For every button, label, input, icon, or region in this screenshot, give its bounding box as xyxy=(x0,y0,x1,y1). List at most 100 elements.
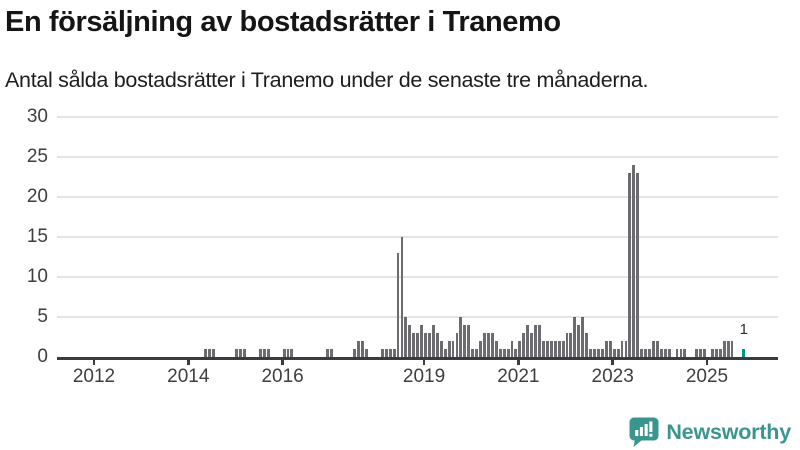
x-axis-tick-label: 2019 xyxy=(402,366,446,387)
bar xyxy=(632,165,636,357)
bar xyxy=(620,341,624,357)
bar xyxy=(726,341,730,357)
bar xyxy=(235,349,239,357)
bar xyxy=(667,349,671,357)
bar xyxy=(361,341,365,357)
bar xyxy=(600,349,604,357)
bar xyxy=(431,325,435,357)
gridline-y-30 xyxy=(57,116,778,118)
bar xyxy=(486,333,490,357)
gridline-y-10 xyxy=(57,276,778,278)
x-axis-tick xyxy=(422,359,426,365)
x-axis-tick xyxy=(611,359,614,365)
x-axis-tick xyxy=(187,359,190,365)
bar xyxy=(510,341,514,357)
bar xyxy=(396,253,400,357)
bar xyxy=(518,341,522,357)
bar xyxy=(644,349,648,357)
y-axis-tick-label: 15 xyxy=(26,226,48,247)
bar xyxy=(541,341,545,357)
bar xyxy=(640,349,644,357)
y-axis-tick-label: 10 xyxy=(26,266,48,287)
bar xyxy=(608,341,612,357)
bar xyxy=(624,341,628,357)
bar xyxy=(243,349,247,357)
gridline-y-5 xyxy=(57,316,778,318)
bar xyxy=(483,333,486,357)
bar xyxy=(439,341,443,357)
bar xyxy=(400,237,404,357)
y-axis-tick-label: 25 xyxy=(26,146,48,167)
bar xyxy=(616,349,620,357)
bar xyxy=(648,349,651,357)
newsworthy-wordmark: Newsworthy xyxy=(666,420,791,444)
x-axis-tick-label: 2016 xyxy=(261,366,304,387)
x-axis-tick-label: 2023 xyxy=(591,366,634,387)
bar xyxy=(329,349,333,357)
x-axis-line xyxy=(57,356,778,360)
bar xyxy=(290,349,294,357)
y-axis-tick-label: 0 xyxy=(37,346,48,367)
bar xyxy=(502,349,506,357)
bar xyxy=(596,349,600,357)
bar xyxy=(357,341,361,357)
bar xyxy=(463,325,467,357)
chart-title: En försäljning av bostadsrätter i Tranem… xyxy=(5,6,561,38)
bar xyxy=(585,333,589,357)
bar xyxy=(553,341,557,357)
bar xyxy=(659,349,663,357)
bar xyxy=(557,341,561,357)
bar xyxy=(569,333,573,357)
y-axis-tick-label: 20 xyxy=(26,186,48,207)
bar xyxy=(730,341,734,357)
y-axis-tick-label: 30 xyxy=(26,106,48,127)
bar xyxy=(204,349,207,357)
bar xyxy=(459,317,463,357)
bar xyxy=(722,341,726,357)
bar xyxy=(353,349,357,357)
bar xyxy=(526,325,530,357)
bar xyxy=(703,349,706,357)
bar xyxy=(514,349,518,357)
bar xyxy=(636,173,640,357)
bar xyxy=(577,325,581,357)
bar xyxy=(211,349,215,357)
bar xyxy=(282,349,286,357)
bar xyxy=(612,349,616,357)
y-axis-tick-label: 5 xyxy=(37,306,48,327)
bar xyxy=(380,349,384,357)
x-axis-tick-label: 2014 xyxy=(167,366,210,387)
bar xyxy=(561,341,565,357)
bar xyxy=(545,341,549,357)
gridline-y-15 xyxy=(57,236,778,238)
bar xyxy=(262,349,266,357)
gridline-y-20 xyxy=(57,196,778,198)
bar xyxy=(695,349,699,357)
highlight-value-label: 1 xyxy=(739,321,748,338)
bar xyxy=(420,325,424,357)
bar xyxy=(424,333,427,357)
bar xyxy=(286,349,290,357)
bar xyxy=(530,333,534,357)
bar xyxy=(416,333,420,357)
newsworthy-logo: Newsworthy xyxy=(629,416,791,448)
bar xyxy=(534,325,537,357)
bar xyxy=(628,173,632,357)
bar xyxy=(675,349,679,357)
bar xyxy=(589,349,593,357)
x-axis-tick-label: 2012 xyxy=(72,366,116,387)
bar xyxy=(549,341,553,357)
bar xyxy=(683,349,687,357)
gridline-y-25 xyxy=(57,156,778,158)
bar xyxy=(325,349,329,357)
bar xyxy=(388,349,392,357)
bar xyxy=(443,349,447,357)
bar xyxy=(490,333,494,357)
bar xyxy=(506,349,510,357)
bar xyxy=(479,341,482,357)
chart-subtitle: Antal sålda bostadsrätter i Tranemo unde… xyxy=(5,68,649,92)
x-axis-tick-label: 2021 xyxy=(497,366,540,387)
bar xyxy=(714,349,718,357)
bar xyxy=(207,349,211,357)
bar xyxy=(455,333,459,357)
